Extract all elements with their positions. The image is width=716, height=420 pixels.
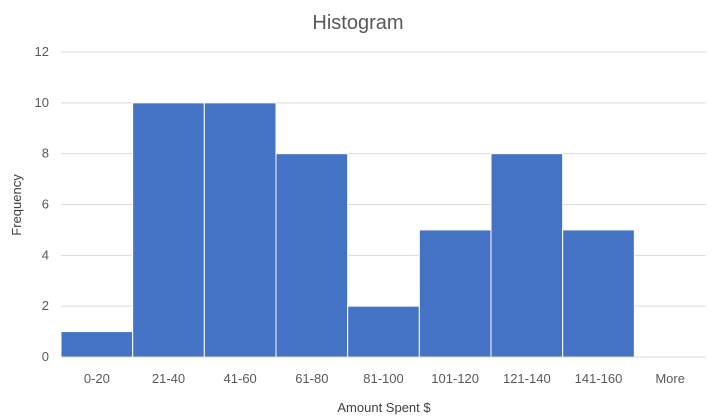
y-tick-label-0: 0 bbox=[42, 349, 49, 364]
x-tick-label-41-60: 41-60 bbox=[224, 371, 257, 386]
x-tick-label-0-20: 0-20 bbox=[84, 371, 110, 386]
bar-121-140 bbox=[490, 153, 564, 358]
bar-0-20 bbox=[60, 331, 134, 358]
x-tick-label-121-140: 121-140 bbox=[503, 371, 551, 386]
x-tick-label-21-40: 21-40 bbox=[152, 371, 185, 386]
x-axis-label: Amount Spent $ bbox=[337, 400, 431, 415]
chart-title: Histogram bbox=[312, 12, 403, 34]
x-tick-label-101-120: 101-120 bbox=[431, 371, 479, 386]
y-tick-label-2: 2 bbox=[42, 298, 49, 313]
x-axis-ticks: 0-20 21-40 41-60 61-80 81-100 101-120 121-140 1… bbox=[84, 371, 685, 386]
bar-61-80 bbox=[275, 153, 349, 358]
y-axis-label: Frequency bbox=[9, 174, 24, 236]
bars bbox=[60, 102, 635, 358]
y-tick-label-4: 4 bbox=[42, 247, 49, 262]
y-tick-label-12: 12 bbox=[35, 44, 49, 59]
x-tick-label-61-80: 61-80 bbox=[295, 371, 328, 386]
bar-101-120 bbox=[418, 229, 492, 358]
y-axis-ticks: 0 2 4 6 8 10 12 bbox=[35, 44, 49, 364]
x-tick-label-More: More bbox=[655, 371, 685, 386]
bar-21-40 bbox=[132, 102, 205, 358]
bar-141-160 bbox=[562, 229, 635, 358]
x-tick-label-141-160: 141-160 bbox=[575, 371, 623, 386]
bar-81-100 bbox=[347, 305, 420, 358]
x-tick-label-81-100: 81-100 bbox=[363, 371, 403, 386]
y-tick-label-6: 6 bbox=[42, 197, 49, 212]
y-tick-label-8: 8 bbox=[42, 146, 49, 161]
bar-41-60 bbox=[203, 102, 277, 358]
y-tick-label-10: 10 bbox=[35, 95, 49, 110]
